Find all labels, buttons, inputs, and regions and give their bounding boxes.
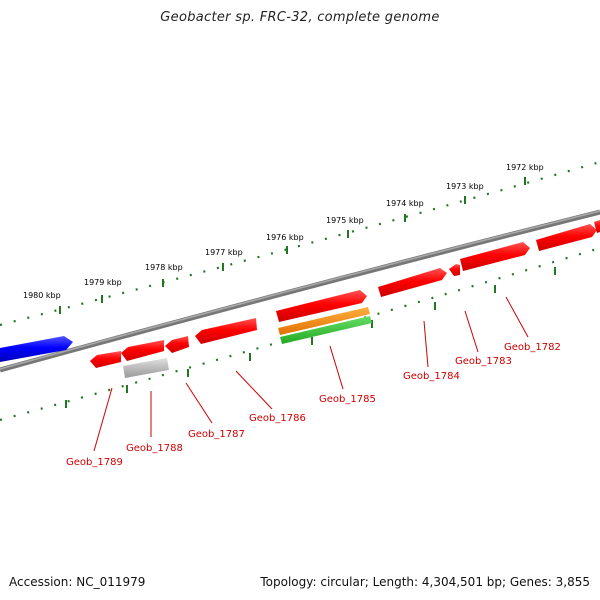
outer-major-ticks bbox=[59, 177, 526, 314]
gene-label: Geob_1786 bbox=[249, 413, 306, 424]
kbp-label: 1972 kbp bbox=[506, 163, 544, 172]
gene-label: Geob_1784 bbox=[403, 371, 460, 382]
gene-arrow-reverse[interactable] bbox=[449, 264, 460, 276]
accession-text: Accession: NC_011979 bbox=[9, 575, 146, 589]
kbp-label: 1976 kbp bbox=[266, 233, 304, 242]
kbp-label: 1977 kbp bbox=[205, 248, 243, 257]
gene-label: Geob_1788 bbox=[126, 443, 183, 454]
gene-arrow-reverse[interactable] bbox=[121, 340, 164, 361]
kbp-label: 1973 kbp bbox=[446, 182, 484, 191]
kbp-label: 1979 kbp bbox=[84, 278, 122, 287]
pseudo-feature[interactable] bbox=[123, 358, 169, 378]
gene-arrow-partial[interactable] bbox=[594, 220, 600, 233]
gene-arrow-forward[interactable] bbox=[276, 290, 367, 322]
gene-arrow-forward[interactable] bbox=[378, 268, 447, 297]
kbp-label: 1980 kbp bbox=[23, 291, 61, 300]
kbp-label: 1974 kbp bbox=[386, 199, 424, 208]
gene-label: Geob_1783 bbox=[455, 356, 512, 367]
label-leaders bbox=[93, 296, 529, 452]
gene-arrow-forward[interactable] bbox=[536, 224, 597, 251]
genome-backbone bbox=[0, 209, 600, 373]
map-title: Geobacter sp. FRC-32, complete genome bbox=[160, 10, 440, 25]
gene-label: Geob_1789 bbox=[66, 457, 123, 468]
genome-summary-text: Topology: circular; Length: 4,304,501 bp… bbox=[260, 575, 590, 589]
gene-label: Geob_1787 bbox=[188, 429, 245, 440]
gene-arrow-forward[interactable] bbox=[460, 242, 530, 271]
gene-arrow-reverse[interactable] bbox=[90, 351, 121, 368]
rna-feature-forward[interactable] bbox=[0, 336, 73, 362]
inner-major-ticks bbox=[65, 267, 556, 408]
orange-feature[interactable] bbox=[278, 307, 370, 335]
outer-ruler bbox=[0, 160, 600, 327]
gene-label: Geob_1782 bbox=[504, 342, 561, 353]
gene-arrow-reverse[interactable] bbox=[165, 336, 189, 353]
genome-backbone-highlight bbox=[0, 210, 600, 370]
green-feature[interactable] bbox=[280, 316, 372, 344]
gene-arrow-reverse[interactable] bbox=[195, 318, 257, 344]
kbp-label: 1975 kbp bbox=[326, 216, 364, 225]
gene-label: Geob_1785 bbox=[319, 394, 376, 405]
kbp-label: 1978 kbp bbox=[145, 263, 183, 272]
